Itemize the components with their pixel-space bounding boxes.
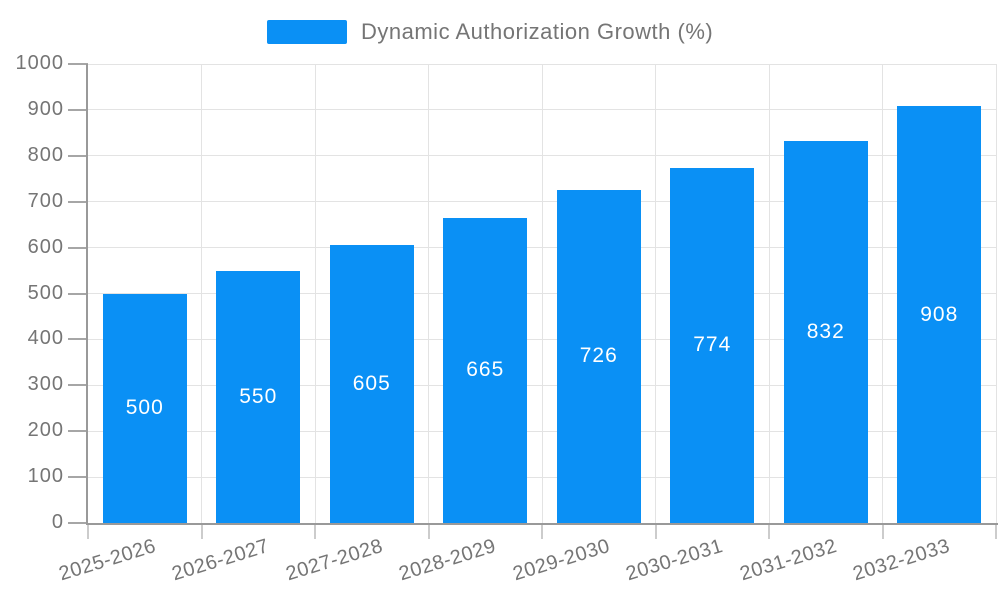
x-axis-tick <box>87 523 89 539</box>
x-axis-label: 2026-2027 <box>169 535 272 586</box>
x-axis-label: 2032-2033 <box>850 535 953 586</box>
x-axis-label: 2028-2029 <box>396 535 499 586</box>
x-axis-label: 2031-2032 <box>736 535 840 586</box>
y-axis-tick <box>68 430 88 433</box>
x-axis-tick <box>200 523 203 539</box>
y-axis-label: 700 <box>27 189 64 212</box>
x-axis-tick <box>314 523 316 539</box>
y-axis-label: 500 <box>27 281 64 304</box>
gridline-vertical <box>768 64 770 523</box>
x-axis-tick <box>427 523 430 539</box>
x-axis-label: 2029-2030 <box>509 535 613 586</box>
bar[interactable] <box>556 189 641 523</box>
y-axis-tick <box>68 522 88 524</box>
bar[interactable] <box>897 106 982 523</box>
gridline-vertical <box>314 64 316 523</box>
y-axis-label: 900 <box>27 97 64 120</box>
y-axis-label: 400 <box>27 327 64 350</box>
bar[interactable] <box>216 270 301 523</box>
y-axis-tick <box>68 384 88 387</box>
y-axis-label: 200 <box>27 419 64 442</box>
x-axis-label: 2025-2026 <box>55 535 159 586</box>
x-axis-tick <box>541 523 543 539</box>
y-axis-label: 0 <box>51 511 64 534</box>
gridline-vertical <box>428 64 429 523</box>
y-axis-line <box>86 64 88 523</box>
x-axis-tick <box>995 523 997 539</box>
y-axis-tick <box>68 476 88 479</box>
y-axis-tick <box>68 200 88 203</box>
legend-item[interactable]: Dynamic Authorization Growth (%) <box>267 19 713 45</box>
y-axis-tick <box>68 154 88 157</box>
gridline-vertical <box>541 64 543 523</box>
bar[interactable] <box>783 141 868 523</box>
gridline-vertical <box>201 64 202 523</box>
bar[interactable] <box>670 167 755 523</box>
y-axis-tick <box>68 246 88 249</box>
x-axis-label: 2030-2031 <box>623 535 726 586</box>
x-axis-tick <box>768 523 770 539</box>
legend-label: Dynamic Authorization Growth (%) <box>361 19 714 44</box>
y-axis-label: 800 <box>27 143 64 166</box>
gridline-vertical <box>995 64 997 523</box>
y-axis-tick <box>68 63 88 65</box>
y-axis-tick <box>68 292 88 295</box>
y-axis-tick <box>68 108 88 111</box>
gridline-vertical <box>655 64 656 523</box>
x-axis-label: 2027-2028 <box>282 535 386 586</box>
bar[interactable] <box>329 245 414 523</box>
y-axis-label: 1000 <box>15 52 64 75</box>
x-axis-tick <box>881 523 884 539</box>
legend-swatch <box>267 20 347 44</box>
gridline-vertical <box>882 64 883 523</box>
bar[interactable] <box>102 293 187 523</box>
bar[interactable] <box>443 217 528 523</box>
y-axis-label: 100 <box>27 465 64 488</box>
y-axis-label: 300 <box>27 373 64 396</box>
x-axis-tick <box>654 523 657 539</box>
x-axis-line <box>86 523 998 525</box>
y-axis-label: 600 <box>27 235 64 258</box>
y-axis-tick <box>68 338 88 341</box>
